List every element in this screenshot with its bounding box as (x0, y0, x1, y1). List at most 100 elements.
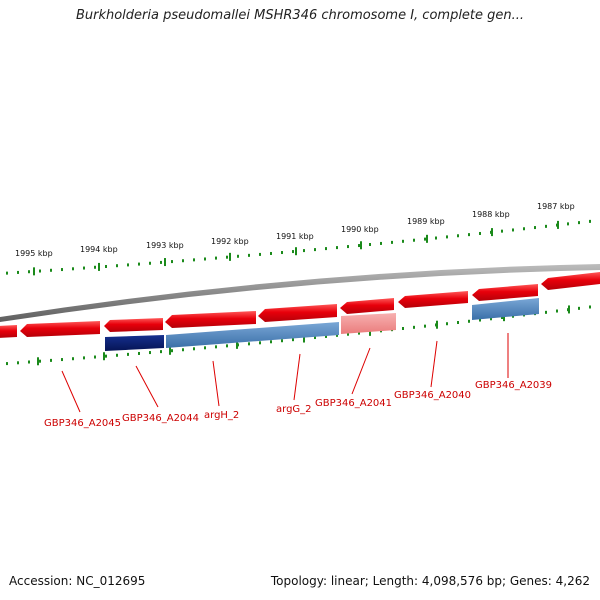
gene-arrow[interactable] (340, 298, 394, 314)
feature-bar-navy[interactable] (105, 335, 164, 351)
scale-dot (413, 325, 415, 329)
scale-major-tick (98, 262, 100, 271)
scale-dot (292, 338, 294, 342)
gene-arrow[interactable] (258, 304, 337, 322)
scale-dot (270, 340, 272, 344)
scale-dot (589, 305, 591, 309)
scale-dot (204, 257, 206, 261)
scale-dot (105, 264, 107, 268)
scale-dot (149, 261, 151, 265)
scale-major-tick (236, 340, 238, 349)
scale-dot (281, 251, 283, 255)
scale-labels: 1995 kbp 1994 kbp 1993 kbp 1992 kbp 1991… (15, 202, 575, 258)
scale-label-1994: 1994 kbp (80, 245, 118, 254)
scale-dot (435, 236, 437, 240)
scale-dot (413, 238, 415, 242)
gene-arrow[interactable] (165, 311, 256, 328)
scale-dot (215, 345, 217, 349)
genome-backbone (0, 264, 600, 322)
gene-label[interactable]: GBP346_A2041 (315, 398, 392, 409)
gene-label[interactable]: GBP346_A2045 (44, 418, 121, 429)
scale-label-1992: 1992 kbp (211, 237, 249, 246)
scale-dot (50, 268, 52, 272)
gene-track (0, 272, 600, 338)
scale-dot (61, 268, 63, 272)
scale-label-1990: 1990 kbp (341, 225, 379, 234)
scale-dot (204, 346, 206, 350)
gene-arrow[interactable] (472, 284, 538, 301)
scale-dot (138, 262, 140, 266)
scale-dot (424, 324, 426, 328)
scale-dot (259, 341, 261, 345)
scale-dot (105, 354, 107, 358)
gene-labels: GBP346_A2045 GBP346_A2044 argH_2 argG_2 … (44, 380, 552, 429)
gene-label[interactable]: argG_2 (276, 404, 312, 415)
scale-dot (193, 347, 195, 351)
scale-dot (127, 263, 129, 267)
scale-dot (336, 333, 338, 337)
scale-dot (578, 221, 580, 225)
scale-dot (501, 229, 503, 233)
scale-dot (171, 349, 173, 353)
topology-summary: Topology: linear; Length: 4,098,576 bp; … (270, 574, 590, 588)
scale-dot (72, 357, 74, 361)
scale-dot (259, 252, 261, 256)
scale-dot (446, 322, 448, 326)
scale-dot (468, 319, 470, 323)
scale-dot (83, 266, 85, 270)
scale-dot (182, 348, 184, 352)
scale-label-1991: 1991 kbp (276, 232, 314, 241)
scale-dot (17, 361, 19, 365)
scale-major-tick (436, 320, 438, 329)
scale-major-tick (303, 334, 305, 343)
scale-dot (149, 351, 151, 355)
scale-dot (6, 271, 8, 275)
scale-dot (116, 264, 118, 268)
scale-dot (50, 358, 52, 362)
scale-major-tick (503, 313, 505, 322)
scale-major-tick (295, 247, 297, 256)
gene-arrow[interactable] (104, 318, 163, 332)
scale-dot (523, 227, 525, 231)
scale-dot (545, 224, 547, 228)
upper-scale (6, 219, 591, 276)
scale-dot (336, 246, 338, 250)
gene-label[interactable]: GBP346_A2040 (394, 390, 471, 401)
leader-lines (61, 333, 509, 413)
gene-arrow[interactable] (0, 325, 17, 338)
feature-bar-blue[interactable] (166, 322, 339, 348)
scale-label-1993: 1993 kbp (146, 241, 184, 250)
gene-label[interactable]: argH_2 (204, 410, 239, 421)
feature-track (105, 298, 539, 351)
scale-dot (17, 270, 19, 274)
scale-dot (303, 249, 305, 253)
scale-dot (545, 310, 547, 314)
gene-arrow[interactable] (398, 291, 468, 308)
scale-dot (39, 359, 41, 363)
scale-major-tick (33, 267, 35, 276)
gene-label[interactable]: GBP346_A2039 (475, 380, 552, 391)
scale-dot (556, 309, 558, 313)
scale-dot (457, 234, 459, 238)
scale-dot (446, 235, 448, 239)
scale-dot (369, 242, 371, 246)
scale-dot (424, 237, 426, 241)
scale-major-tick (568, 305, 570, 314)
scale-dot (534, 226, 536, 230)
scale-dot (402, 239, 404, 243)
gene-arrow[interactable] (541, 272, 600, 290)
feature-bar-blue[interactable] (472, 298, 539, 320)
scale-dot (6, 362, 8, 366)
scale-dot (512, 228, 514, 232)
feature-bar-pink[interactable] (341, 313, 396, 334)
scale-dot (292, 250, 294, 254)
scale-dot (39, 269, 41, 273)
scale-label-1988: 1988 kbp (472, 210, 510, 219)
scale-dot (578, 306, 580, 310)
gene-arrow[interactable] (20, 321, 100, 337)
scale-major-tick (557, 220, 559, 229)
scale-dot (193, 258, 195, 262)
scale-major-tick (491, 228, 493, 237)
scale-dot (347, 245, 349, 249)
gene-label[interactable]: GBP346_A2044 (122, 413, 199, 424)
